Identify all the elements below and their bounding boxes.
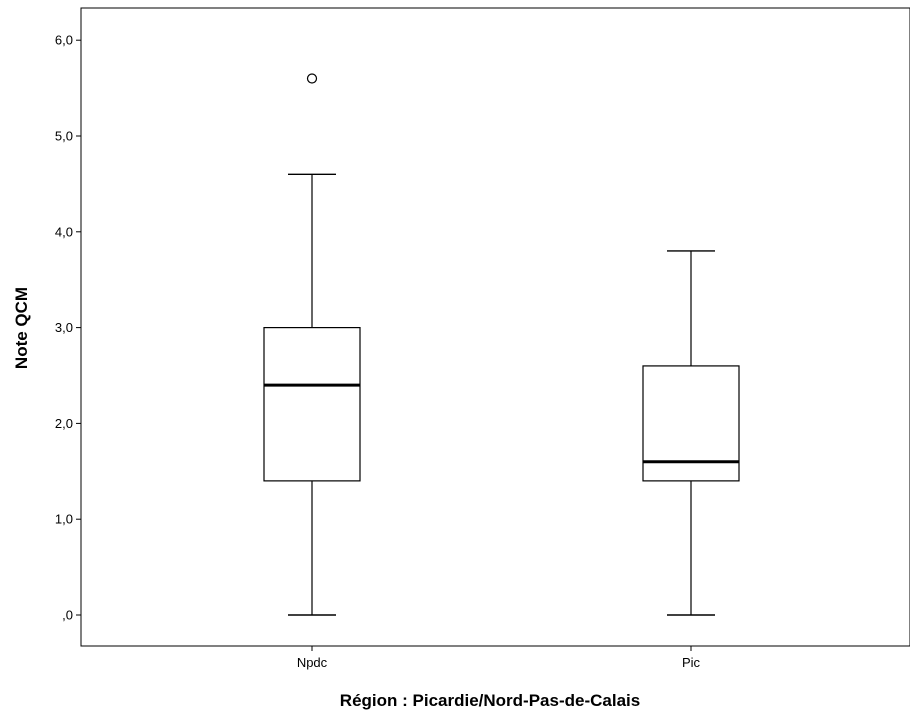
- y-tick-label: 6,0: [55, 33, 73, 48]
- y-axis-title: Note QCM: [12, 287, 31, 369]
- y-axis: ,0 1,0 2,0 3,0 4,0 5,0 6,0: [55, 33, 81, 623]
- y-tick-label: ,0: [62, 608, 73, 623]
- y-tick-label: 1,0: [55, 512, 73, 527]
- y-tick-label: 4,0: [55, 224, 73, 239]
- x-axis: Npdc Pic: [297, 646, 701, 670]
- plot-frame: [80, 7, 910, 647]
- box-npdc: [263, 73, 361, 616]
- x-axis-title: Région : Picardie/Nord-Pas-de-Calais: [340, 691, 640, 710]
- y-tick-label: 2,0: [55, 416, 73, 431]
- outlier-point: [306, 73, 318, 84]
- x-tick-label: Pic: [682, 655, 701, 670]
- boxes-layer: [263, 73, 740, 616]
- iqr-box: [263, 327, 361, 482]
- y-tick-label: 5,0: [55, 129, 73, 144]
- y-tick-label: 3,0: [55, 320, 73, 335]
- box-pic: [642, 250, 740, 616]
- x-tick-label: Npdc: [297, 655, 328, 670]
- iqr-box: [642, 365, 740, 482]
